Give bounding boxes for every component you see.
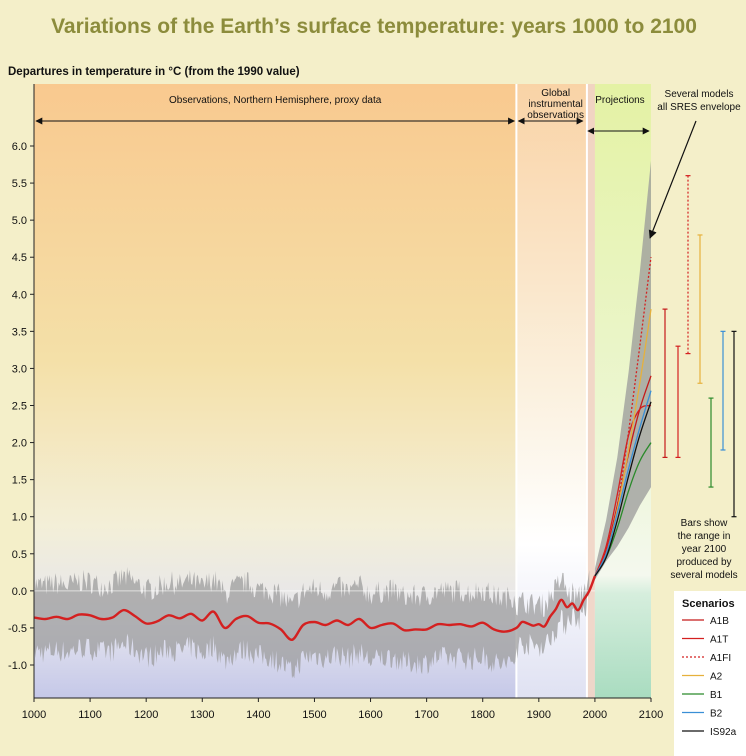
series-line-b2 [594, 390, 652, 577]
bars-note: several models [670, 570, 737, 581]
period-label-projections: Projections [595, 95, 644, 106]
y-tick-label: 5.5 [12, 178, 27, 190]
legend-label-a1t: A1T [710, 635, 728, 646]
x-tick-label: 1900 [527, 709, 551, 721]
x-tick-label: 1200 [134, 709, 158, 721]
bars-note: year 2100 [682, 544, 727, 555]
y-tick-label: 5.0 [12, 215, 27, 227]
period-label-instrumental: instrumental [528, 99, 582, 110]
envelope-note: Several models [665, 89, 734, 100]
period-label-instrumental: observations [527, 110, 584, 121]
y-tick-label: 6.0 [12, 141, 27, 153]
x-tick-label: 1700 [414, 709, 438, 721]
legend-label-a1fi: A1FI [710, 653, 731, 664]
legend: Scenarios A1B A1T A1FI A2 B1 B2 IS92a [674, 591, 746, 756]
legend-label-b2: B2 [710, 709, 723, 720]
y-tick-label: 2.5 [12, 401, 27, 413]
range-bars [662, 175, 737, 518]
legend-label-a1b: A1B [710, 616, 729, 627]
series-line-a1t [594, 404, 652, 577]
envelope-note: all SRES envelope [657, 102, 741, 113]
y-tick-label: 3.0 [12, 363, 27, 375]
y-tick-label: 2.0 [12, 438, 27, 450]
envelope-arrow [648, 120, 697, 239]
bars-note: Bars show [681, 518, 728, 529]
legend-title: Scenarios [682, 598, 735, 610]
y-tick-label: 1.0 [12, 512, 27, 524]
y-tick-label: -1.0 [8, 660, 27, 672]
series-line-a1fi [594, 257, 652, 577]
y-tick-label: -0.5 [8, 623, 27, 635]
y-tick-label: 1.5 [12, 475, 27, 487]
series-line-is92a [594, 401, 652, 577]
x-tick-label: 1500 [302, 709, 326, 721]
x-tick-label: 1000 [22, 709, 46, 721]
legend-box [674, 591, 746, 756]
envelope-shape [594, 160, 651, 580]
period-labels: Observations, Northern Hemisphere, proxy… [35, 88, 650, 135]
series-line-observed [33, 575, 597, 641]
legend-label-is92a: IS92a [710, 727, 737, 738]
axes: 1000 1100 1200 1300 1400 1500 1600 1700 1800 1900… [8, 84, 663, 721]
x-tick-label: 2100 [639, 709, 663, 721]
sres-envelope [594, 160, 651, 580]
x-tick-label: 1600 [358, 709, 382, 721]
bars-note: the range in [678, 531, 731, 542]
legend-label-b1: B1 [710, 690, 723, 701]
period-label-proxy: Observations, Northern Hemisphere, proxy… [169, 95, 382, 106]
x-tick-label: 1300 [190, 709, 214, 721]
annotations: Several models all SRES envelope Bars show… [648, 89, 741, 581]
period-label-instrumental: Global [541, 88, 570, 99]
x-tick-label: 1100 [78, 709, 102, 721]
legend-label-a2: A2 [710, 672, 723, 683]
x-tick-label: 2000 [583, 709, 607, 721]
series-lines [33, 257, 652, 641]
y-tick-label: 0.0 [12, 586, 27, 598]
x-tick-label: 1800 [470, 709, 494, 721]
chart-title: Variations of the Earth’s surface temper… [51, 15, 697, 38]
y-axis-label: Departures in temperature in °C (from th… [8, 66, 300, 78]
y-tick-label: 0.5 [12, 549, 27, 561]
x-tick-label: 1400 [246, 709, 270, 721]
bg-transition [586, 84, 595, 698]
y-tick-label: 3.5 [12, 326, 27, 338]
y-tick-label: 4.5 [12, 252, 27, 264]
y-tick-label: 4.0 [12, 289, 27, 301]
bars-note: produced by [676, 557, 731, 568]
